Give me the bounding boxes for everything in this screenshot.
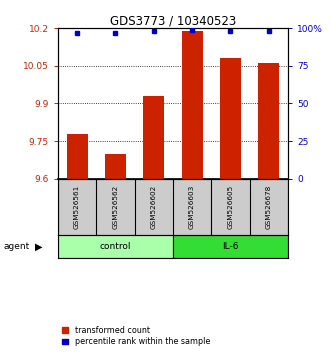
Bar (258, 63, 279, 178)
Bar (58, 235, 173, 258)
Text: GSM526561: GSM526561 (74, 185, 80, 229)
Text: GSM526605: GSM526605 (227, 185, 233, 229)
Bar (105, 154, 126, 178)
Bar (182, 31, 203, 178)
Text: GSM526603: GSM526603 (189, 185, 195, 229)
Text: GSM526678: GSM526678 (266, 185, 272, 229)
Text: GSM526602: GSM526602 (151, 185, 157, 229)
Bar (173, 235, 288, 258)
Text: IL-6: IL-6 (222, 242, 239, 251)
Text: agent: agent (3, 242, 29, 251)
Text: ▶: ▶ (35, 242, 42, 252)
Text: GSM526562: GSM526562 (113, 185, 118, 229)
Legend: transformed count, percentile rank within the sample: transformed count, percentile rank withi… (62, 326, 210, 347)
Bar (67, 133, 88, 178)
Bar (143, 96, 164, 178)
Title: GDS3773 / 10340523: GDS3773 / 10340523 (110, 14, 236, 27)
Bar (220, 58, 241, 178)
Text: control: control (100, 242, 131, 251)
